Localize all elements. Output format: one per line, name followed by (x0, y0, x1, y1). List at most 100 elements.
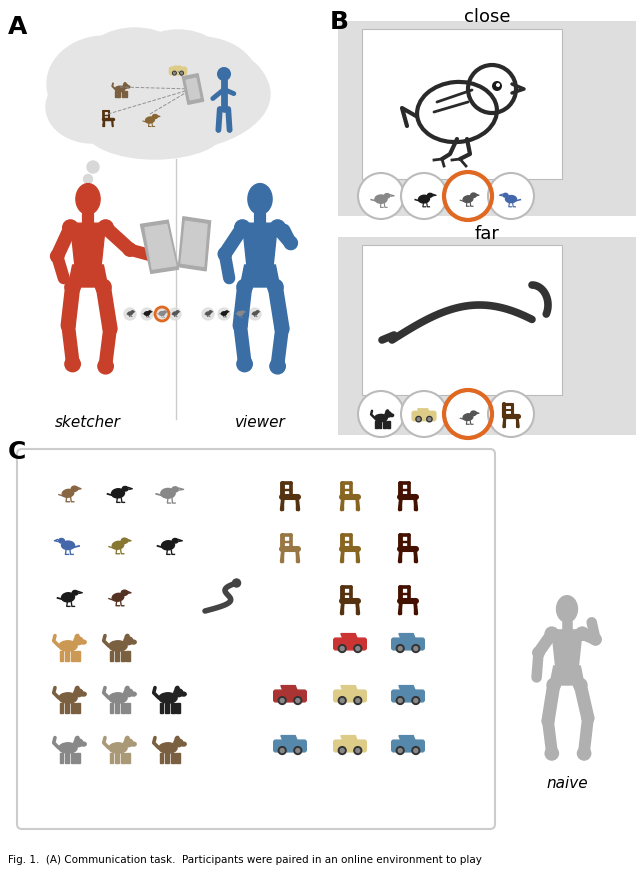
Circle shape (414, 749, 418, 752)
Circle shape (141, 308, 153, 321)
Circle shape (414, 699, 418, 703)
Bar (379, 422, 381, 429)
Ellipse shape (374, 415, 387, 422)
Ellipse shape (59, 539, 65, 543)
Circle shape (340, 699, 344, 703)
Bar (115, 703, 118, 713)
Ellipse shape (59, 641, 77, 651)
Circle shape (275, 323, 289, 336)
Circle shape (401, 174, 447, 220)
Ellipse shape (109, 641, 127, 651)
Ellipse shape (384, 194, 390, 198)
Polygon shape (418, 409, 429, 414)
Circle shape (445, 392, 491, 438)
Text: far: far (475, 225, 499, 243)
FancyBboxPatch shape (338, 237, 636, 436)
Ellipse shape (428, 194, 433, 198)
Circle shape (416, 417, 421, 423)
Circle shape (577, 747, 591, 760)
Ellipse shape (74, 689, 83, 697)
Circle shape (401, 392, 447, 438)
Bar (159, 703, 163, 713)
Polygon shape (399, 735, 416, 742)
Ellipse shape (81, 742, 86, 746)
Ellipse shape (111, 489, 125, 498)
FancyBboxPatch shape (274, 741, 307, 752)
Circle shape (278, 697, 286, 704)
Ellipse shape (83, 29, 187, 101)
Circle shape (573, 679, 587, 692)
Ellipse shape (209, 311, 212, 314)
Ellipse shape (81, 692, 86, 696)
Ellipse shape (206, 313, 210, 315)
Bar (118, 92, 120, 98)
Circle shape (218, 68, 230, 82)
Bar (122, 92, 124, 98)
Ellipse shape (237, 312, 243, 316)
Ellipse shape (152, 115, 157, 120)
Circle shape (417, 418, 420, 421)
Ellipse shape (81, 641, 86, 644)
Ellipse shape (386, 410, 388, 414)
Text: Fig. 1.  (A) Communication task.  Participants were paired in an online environm: Fig. 1. (A) Communication task. Particip… (8, 854, 482, 864)
Bar (71, 651, 75, 661)
Ellipse shape (131, 692, 136, 696)
Circle shape (284, 237, 298, 251)
Circle shape (232, 579, 241, 587)
Ellipse shape (174, 689, 183, 697)
Bar (121, 703, 125, 713)
Ellipse shape (121, 539, 128, 544)
Circle shape (547, 679, 561, 692)
Bar (109, 651, 113, 661)
Circle shape (173, 73, 176, 76)
Bar (109, 753, 113, 763)
Ellipse shape (385, 412, 391, 417)
Ellipse shape (145, 118, 154, 124)
Ellipse shape (122, 487, 128, 492)
Circle shape (427, 417, 432, 423)
Bar (177, 703, 180, 713)
Polygon shape (145, 225, 176, 270)
Circle shape (575, 627, 589, 641)
Circle shape (104, 323, 116, 336)
Polygon shape (281, 686, 298, 692)
Bar (125, 92, 127, 98)
Circle shape (354, 697, 362, 704)
Bar (362, 30, 562, 180)
Ellipse shape (176, 311, 179, 314)
Bar (65, 703, 68, 713)
Polygon shape (281, 735, 298, 742)
Circle shape (278, 747, 286, 755)
Circle shape (296, 749, 300, 752)
Text: naive: naive (546, 775, 588, 790)
Text: C: C (8, 439, 26, 463)
FancyBboxPatch shape (170, 68, 187, 75)
Bar (375, 422, 378, 429)
Ellipse shape (375, 196, 387, 204)
Circle shape (65, 357, 80, 372)
FancyBboxPatch shape (333, 690, 366, 702)
Circle shape (354, 645, 362, 653)
Ellipse shape (74, 739, 83, 747)
Ellipse shape (124, 637, 133, 645)
Circle shape (51, 251, 64, 263)
Circle shape (63, 221, 78, 236)
Ellipse shape (256, 311, 259, 314)
Polygon shape (399, 633, 416, 641)
Ellipse shape (50, 37, 270, 152)
Circle shape (268, 280, 283, 295)
Circle shape (156, 308, 168, 321)
Circle shape (280, 699, 284, 703)
Text: viewer: viewer (235, 415, 285, 430)
FancyBboxPatch shape (338, 22, 636, 217)
Ellipse shape (115, 87, 125, 93)
Ellipse shape (131, 742, 136, 746)
Polygon shape (341, 735, 358, 742)
Polygon shape (243, 224, 278, 266)
Ellipse shape (506, 197, 516, 204)
Bar (127, 651, 131, 661)
Circle shape (237, 280, 252, 295)
Ellipse shape (125, 634, 129, 640)
Ellipse shape (131, 641, 136, 644)
Circle shape (354, 747, 362, 755)
